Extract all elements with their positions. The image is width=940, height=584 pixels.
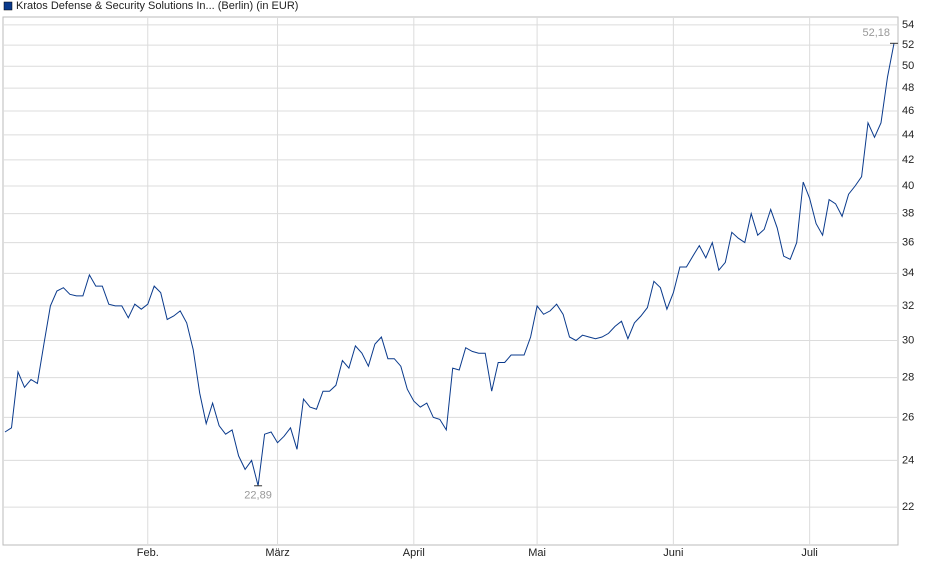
x-tick-label: Mai bbox=[528, 547, 546, 559]
y-tick-label: 52 bbox=[902, 39, 914, 51]
y-tick-label: 38 bbox=[902, 207, 914, 219]
extreme-label: 22,89 bbox=[244, 490, 272, 502]
y-tick-label: 34 bbox=[902, 267, 914, 279]
price-line bbox=[4, 43, 895, 486]
y-tick-label: 50 bbox=[902, 60, 914, 72]
x-tick-label: Juni bbox=[663, 547, 683, 559]
y-tick-label: 44 bbox=[902, 129, 914, 141]
y-tick-label: 46 bbox=[902, 105, 914, 117]
extreme-label: 52,18 bbox=[862, 27, 890, 39]
x-tick-label: April bbox=[403, 547, 425, 559]
y-tick-label: 30 bbox=[902, 334, 914, 346]
y-tick-label: 42 bbox=[902, 154, 914, 166]
y-tick-label: 26 bbox=[902, 411, 914, 423]
legend-label: Kratos Defense & Security Solutions In..… bbox=[16, 0, 298, 12]
plot-frame bbox=[2, 16, 899, 546]
x-tick-label: Juli bbox=[801, 547, 818, 559]
y-tick-label: 22 bbox=[902, 501, 914, 513]
y-tick-label: 32 bbox=[902, 300, 914, 312]
y-tick-label: 48 bbox=[902, 82, 914, 94]
y-tick-label: 54 bbox=[902, 19, 914, 31]
x-tick-label: März bbox=[265, 547, 289, 559]
y-tick-label: 28 bbox=[902, 371, 914, 383]
legend-swatch bbox=[3, 1, 13, 11]
y-tick-label: 36 bbox=[902, 237, 914, 249]
y-tick-label: 40 bbox=[902, 180, 914, 192]
x-tick-label: Feb. bbox=[137, 547, 159, 559]
y-tick-label: 24 bbox=[902, 454, 914, 466]
